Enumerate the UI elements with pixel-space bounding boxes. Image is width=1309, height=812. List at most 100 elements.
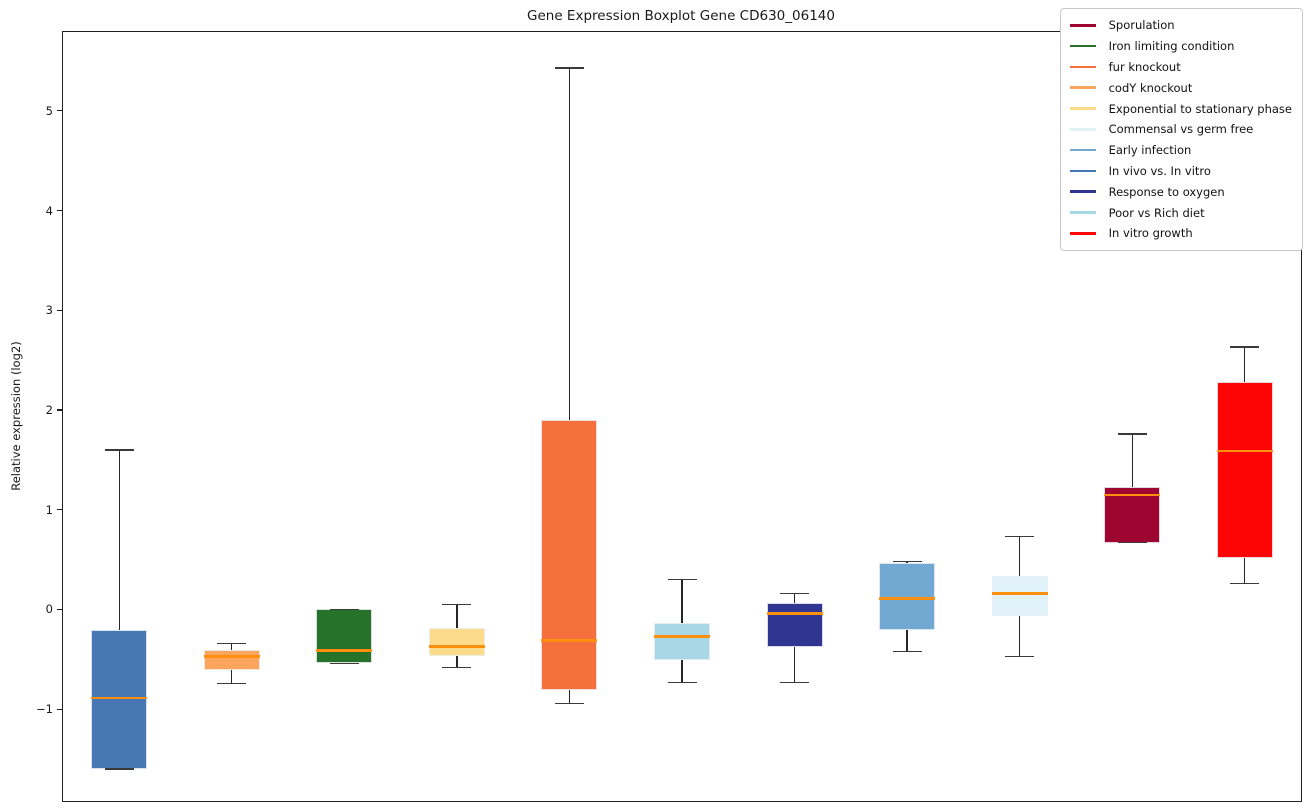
legend-color-line [1069, 44, 1096, 48]
whisker-upper [118, 449, 120, 631]
legend-item: Poor vs Rich diet [1069, 202, 1292, 223]
whisker-cap-upper [217, 642, 247, 645]
legend-item: In vivo vs. In vitro [1069, 161, 1292, 182]
legend-label: Iron limiting condition [1108, 39, 1235, 54]
whisker-lower [906, 630, 908, 652]
median-line [1216, 449, 1273, 453]
boxplot-box [1216, 382, 1273, 558]
legend-color-line [1069, 211, 1096, 214]
legend-item: fur knockout [1069, 57, 1292, 78]
boxplot-box [203, 650, 260, 671]
whisker-cap-upper [1117, 433, 1147, 435]
legend-label: Exponential to stationary phase [1108, 101, 1292, 116]
whisker-cap-lower [104, 768, 134, 770]
whisker-cap-lower [892, 650, 922, 653]
boxplot-box [766, 602, 823, 648]
whisker-cap-lower [554, 702, 584, 705]
whisker-upper [1244, 347, 1246, 383]
y-tick-label: −1 [36, 702, 53, 717]
median-line [541, 639, 598, 642]
y-tick-mark [57, 209, 62, 212]
whisker-cap-lower [667, 681, 697, 684]
y-tick-label: 2 [45, 403, 53, 418]
legend-label: Commensal vs germ free [1108, 122, 1254, 137]
whisker-lower [1244, 557, 1246, 584]
legend-color-line [1069, 65, 1096, 69]
legend-item: Early infection [1069, 140, 1292, 161]
boxplot-box [879, 562, 936, 631]
whisker-upper [568, 67, 571, 420]
whisker-cap-upper [554, 67, 584, 69]
y-tick-mark [57, 509, 62, 511]
boxplot-box [428, 628, 485, 657]
legend: Sporulation Iron limiting condition fur kn… [1059, 8, 1303, 251]
whisker-cap-lower [1005, 655, 1035, 658]
legend-label: Sporulation [1108, 18, 1175, 33]
whisker-upper [1018, 536, 1021, 576]
legend-color-line [1069, 86, 1096, 90]
whisker-cap-upper [780, 592, 810, 595]
y-tick-mark [57, 708, 62, 710]
median-line [991, 592, 1048, 595]
median-line [1104, 493, 1161, 496]
legend-label: Poor vs Rich diet [1108, 205, 1205, 220]
whisker-cap-lower [780, 681, 810, 684]
legend-color-line [1069, 107, 1096, 110]
y-tick-label: 5 [45, 103, 53, 118]
legend-label: Early infection [1108, 143, 1192, 158]
whisker-upper [681, 579, 683, 624]
whisker-lower [568, 690, 571, 704]
legend-item: In vitro growth [1069, 223, 1292, 244]
legend-label: In vitro growth [1108, 226, 1193, 241]
whisker-cap-upper [1230, 346, 1260, 348]
whisker-cap-upper [104, 449, 134, 451]
y-tick-mark [57, 110, 62, 112]
legend-color-line [1069, 128, 1096, 131]
median-line [316, 649, 373, 652]
whisker-lower [681, 660, 683, 683]
whisker-cap-lower [329, 662, 359, 665]
whisker-upper [231, 643, 233, 651]
boxplot-box [316, 609, 373, 664]
legend-color-line [1069, 148, 1096, 152]
median-line [654, 635, 710, 638]
legend-label: fur knockout [1108, 59, 1181, 74]
legend-item: Response to oxygen [1069, 181, 1292, 202]
whisker-cap-lower [1230, 582, 1260, 585]
whisker-upper [456, 604, 458, 629]
whisker-cap-lower [1117, 541, 1147, 544]
legend-color-line [1069, 232, 1096, 235]
legend-color-line [1069, 169, 1096, 173]
whisker-upper [1131, 433, 1133, 487]
whisker-lower [456, 656, 458, 668]
legend-item: Commensal vs germ free [1069, 119, 1292, 140]
legend-label: Response to oxygen [1108, 184, 1225, 199]
boxplot-box [1104, 486, 1161, 543]
whisker-cap-upper [1005, 535, 1035, 538]
y-tick-label: 1 [45, 502, 53, 517]
legend-label: In vivo vs. In vitro [1108, 163, 1211, 178]
median-line [203, 655, 260, 658]
legend-color-line [1069, 24, 1096, 27]
whisker-cap-lower [442, 666, 472, 669]
whisker-cap-upper [892, 560, 922, 563]
y-tick-mark [57, 608, 62, 611]
y-tick-mark [57, 309, 62, 311]
boxplot-box [91, 630, 148, 770]
whisker-lower [793, 647, 796, 683]
y-tick-label: 4 [45, 203, 53, 218]
legend-item: codY knockout [1069, 77, 1292, 98]
whisker-cap-upper [329, 608, 359, 611]
chart-title: Gene Expression Boxplot Gene CD630_06140 [527, 8, 835, 24]
whisker-lower [1018, 616, 1021, 657]
y-tick-mark [57, 409, 62, 411]
legend-label: codY knockout [1108, 80, 1193, 95]
whisker-lower [231, 670, 233, 684]
median-line [428, 645, 485, 648]
y-tick-label: 0 [45, 602, 53, 617]
whisker-cap-upper [442, 603, 472, 606]
median-line [91, 697, 148, 700]
whisker-cap-lower [217, 682, 247, 685]
median-line [879, 597, 936, 600]
